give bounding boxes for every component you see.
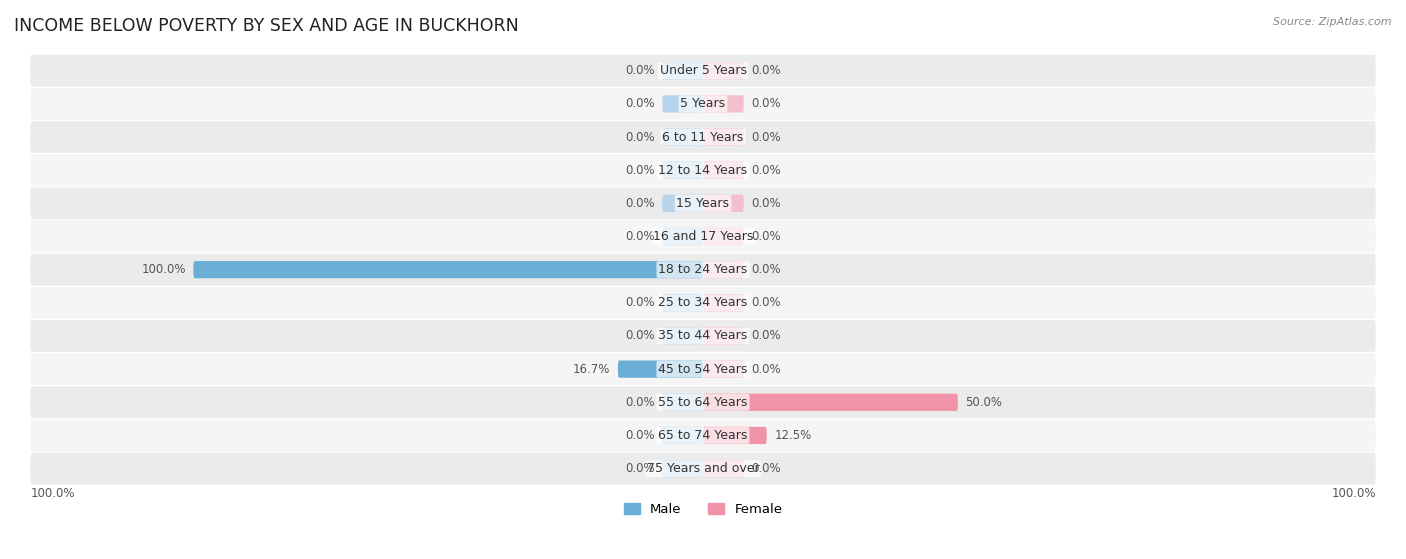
Text: 0.0%: 0.0%: [751, 97, 782, 110]
Text: 0.0%: 0.0%: [624, 296, 655, 309]
FancyBboxPatch shape: [662, 129, 703, 146]
FancyBboxPatch shape: [31, 320, 1375, 352]
Text: 0.0%: 0.0%: [624, 64, 655, 77]
Text: 0.0%: 0.0%: [751, 64, 782, 77]
Text: 25 to 34 Years: 25 to 34 Years: [658, 296, 748, 309]
Text: 12.5%: 12.5%: [775, 429, 811, 442]
Text: 65 to 74 Years: 65 to 74 Years: [658, 429, 748, 442]
Text: 0.0%: 0.0%: [624, 164, 655, 177]
Text: 45 to 54 Years: 45 to 54 Years: [658, 363, 748, 376]
Text: 35 to 44 Years: 35 to 44 Years: [658, 329, 748, 343]
Text: Under 5 Years: Under 5 Years: [659, 64, 747, 77]
Text: 0.0%: 0.0%: [751, 131, 782, 144]
FancyBboxPatch shape: [31, 420, 1375, 451]
Text: 0.0%: 0.0%: [624, 462, 655, 475]
FancyBboxPatch shape: [703, 294, 744, 311]
Text: 0.0%: 0.0%: [624, 97, 655, 110]
Text: 12 to 14 Years: 12 to 14 Years: [658, 164, 748, 177]
Text: 0.0%: 0.0%: [624, 329, 655, 343]
Text: 15 Years: 15 Years: [676, 197, 730, 210]
Text: 0.0%: 0.0%: [751, 363, 782, 376]
FancyBboxPatch shape: [662, 294, 703, 311]
Legend: Male, Female: Male, Female: [619, 498, 787, 522]
FancyBboxPatch shape: [703, 228, 744, 245]
Text: 50.0%: 50.0%: [966, 396, 1002, 409]
FancyBboxPatch shape: [31, 287, 1375, 319]
FancyBboxPatch shape: [31, 254, 1375, 286]
FancyBboxPatch shape: [662, 427, 703, 444]
FancyBboxPatch shape: [662, 95, 703, 112]
Text: 0.0%: 0.0%: [624, 131, 655, 144]
FancyBboxPatch shape: [703, 95, 744, 112]
FancyBboxPatch shape: [31, 154, 1375, 186]
Text: 75 Years and over: 75 Years and over: [647, 462, 759, 475]
Text: 0.0%: 0.0%: [751, 329, 782, 343]
FancyBboxPatch shape: [703, 62, 744, 79]
FancyBboxPatch shape: [703, 427, 766, 444]
FancyBboxPatch shape: [703, 195, 744, 212]
Text: 0.0%: 0.0%: [751, 462, 782, 475]
Text: 16 and 17 Years: 16 and 17 Years: [652, 230, 754, 243]
Text: 55 to 64 Years: 55 to 64 Years: [658, 396, 748, 409]
FancyBboxPatch shape: [31, 221, 1375, 253]
FancyBboxPatch shape: [703, 460, 744, 477]
Text: 18 to 24 Years: 18 to 24 Years: [658, 263, 748, 276]
FancyBboxPatch shape: [662, 62, 703, 79]
FancyBboxPatch shape: [31, 121, 1375, 153]
Text: 0.0%: 0.0%: [751, 263, 782, 276]
FancyBboxPatch shape: [662, 328, 703, 344]
Text: 6 to 11 Years: 6 to 11 Years: [662, 131, 744, 144]
Text: INCOME BELOW POVERTY BY SEX AND AGE IN BUCKHORN: INCOME BELOW POVERTY BY SEX AND AGE IN B…: [14, 17, 519, 35]
FancyBboxPatch shape: [31, 187, 1375, 219]
Text: 0.0%: 0.0%: [751, 296, 782, 309]
Text: 0.0%: 0.0%: [624, 197, 655, 210]
Text: 100.0%: 100.0%: [1331, 487, 1375, 500]
Text: 100.0%: 100.0%: [31, 487, 75, 500]
FancyBboxPatch shape: [31, 55, 1375, 87]
FancyBboxPatch shape: [617, 361, 703, 378]
FancyBboxPatch shape: [703, 261, 744, 278]
Text: 16.7%: 16.7%: [572, 363, 610, 376]
Text: 0.0%: 0.0%: [751, 197, 782, 210]
Text: Source: ZipAtlas.com: Source: ZipAtlas.com: [1274, 17, 1392, 27]
FancyBboxPatch shape: [662, 394, 703, 411]
Text: 5 Years: 5 Years: [681, 97, 725, 110]
FancyBboxPatch shape: [662, 228, 703, 245]
FancyBboxPatch shape: [31, 353, 1375, 385]
FancyBboxPatch shape: [31, 386, 1375, 418]
FancyBboxPatch shape: [703, 328, 744, 344]
FancyBboxPatch shape: [703, 129, 744, 146]
FancyBboxPatch shape: [703, 361, 744, 378]
FancyBboxPatch shape: [703, 394, 957, 411]
FancyBboxPatch shape: [703, 162, 744, 179]
Text: 100.0%: 100.0%: [141, 263, 186, 276]
Text: 0.0%: 0.0%: [751, 230, 782, 243]
FancyBboxPatch shape: [31, 453, 1375, 485]
Text: 0.0%: 0.0%: [624, 396, 655, 409]
Text: 0.0%: 0.0%: [624, 429, 655, 442]
FancyBboxPatch shape: [662, 195, 703, 212]
Text: 0.0%: 0.0%: [624, 230, 655, 243]
FancyBboxPatch shape: [662, 162, 703, 179]
FancyBboxPatch shape: [31, 88, 1375, 120]
FancyBboxPatch shape: [662, 460, 703, 477]
Text: 0.0%: 0.0%: [751, 164, 782, 177]
FancyBboxPatch shape: [194, 261, 703, 278]
